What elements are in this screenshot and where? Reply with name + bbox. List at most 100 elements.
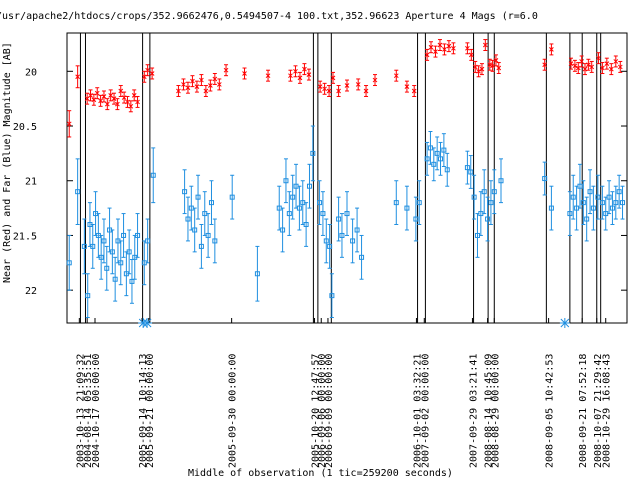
red-data-point [604,61,610,66]
red-data-point [322,86,327,92]
blue-data-point [498,178,504,184]
red-data-point [549,47,554,52]
blue-data-point [542,176,548,182]
blue-data-point [121,232,127,238]
red-data-point [472,64,478,70]
red-data-point [302,66,307,72]
red-data-point [468,52,474,58]
blue-data-point [350,238,356,244]
red-data-point [344,83,350,88]
red-data-point [336,88,341,94]
y-axis-label: Near (Red) and Far (Blue) Magnitude [AB] [2,42,13,283]
red-data-point [185,85,191,91]
blue-data-point [185,216,191,222]
x-tick-label: 2005-09-14 10:14:13 [138,354,149,468]
red-data-point [135,99,140,105]
blue-data-point [195,194,201,200]
x-tick-label: 2006-10-01 03:32:21 [412,354,423,468]
blue-data-point [212,238,218,244]
red-data-point [355,82,361,87]
red-data-point [579,59,584,64]
red-data-point [617,64,623,70]
red-data-point [181,82,186,87]
blue-data-point [584,216,590,222]
red-data-point [542,62,548,68]
x-tick-label: 2007-09-02 00:00:00 [420,354,431,468]
blue-data-point [198,243,204,249]
blue-data-point [339,232,345,238]
blue-data-point [393,200,399,206]
red-data-point [487,62,493,68]
blue-data-point [354,227,360,233]
red-data-point [293,68,298,74]
blue-data-point [413,216,419,222]
blue-data-point [599,200,605,206]
blue-data-point [344,211,350,217]
blue-data-point [606,194,612,200]
red-data-point [596,55,601,61]
blue-data-point [327,243,333,249]
blue-data-point [567,211,573,217]
red-data-point [393,73,399,79]
red-data-point [465,45,470,51]
red-data-point [568,61,574,66]
red-data-point [306,72,312,77]
blue-data-point [468,169,474,175]
red-data-point [490,63,495,69]
x-tick-label: 2008-10-07 21:29:42 [593,354,604,468]
blue-data-point [438,156,444,162]
blue-data-point [577,183,583,189]
x-tick-label: 2008-09-05 10:42:53 [545,354,556,468]
blue-data-point [208,200,214,206]
red-data-point [433,49,438,54]
blue-data-point [424,156,430,162]
y-tick-label: 21.5 [13,231,37,242]
red-data-point [442,47,447,52]
blue-data-point [85,293,91,299]
red-data-point [317,84,323,89]
blue-data-point [404,205,410,211]
x-tick-label: 2003-10-13 21:09:32 [75,354,86,468]
blue-data-point [192,227,198,233]
red-data-point [121,95,127,100]
x-tick-label: 2008-10-29 16:08:43 [602,354,613,468]
red-data-point [115,101,120,107]
red-data-point [88,93,93,98]
red-data-point [194,84,200,89]
blue-data-point [320,211,326,217]
blue-data-point [491,189,497,195]
red-data-point [288,73,293,79]
blue-data-point [444,167,450,173]
blue-data-point [590,205,596,211]
red-data-point [75,74,80,80]
red-data-point [265,73,271,79]
red-data-point [586,62,591,68]
blue-data-point [296,205,302,211]
red-data-point [212,76,218,82]
blue-data-point [580,200,586,206]
x-tick-label: 2008-09-21 07:52:18 [578,354,589,468]
red-data-point [482,42,488,48]
blue-data-point [104,265,110,271]
red-data-point [101,94,107,99]
bottom-asterisk-marker [142,318,152,328]
red-data-point [608,66,614,72]
red-data-point [297,75,303,81]
red-data-point [496,65,502,71]
red-data-point [589,64,595,70]
blue-data-point [359,254,365,260]
blue-data-point [464,165,470,171]
blue-data-point [488,200,494,206]
x-tick-label: 2005-09-30 00:00:00 [228,354,239,468]
red-data-point [199,77,204,83]
red-data-point [572,63,578,69]
blue-data-point [254,271,260,277]
red-data-point [330,75,336,81]
blue-data-point [317,200,323,206]
blue-data-point [620,200,626,206]
blue-data-point [135,232,141,238]
blue-data-point [323,238,329,244]
x-tick-label: 2007-09-29 03:21:41 [468,354,479,468]
blue-data-point [81,243,87,249]
